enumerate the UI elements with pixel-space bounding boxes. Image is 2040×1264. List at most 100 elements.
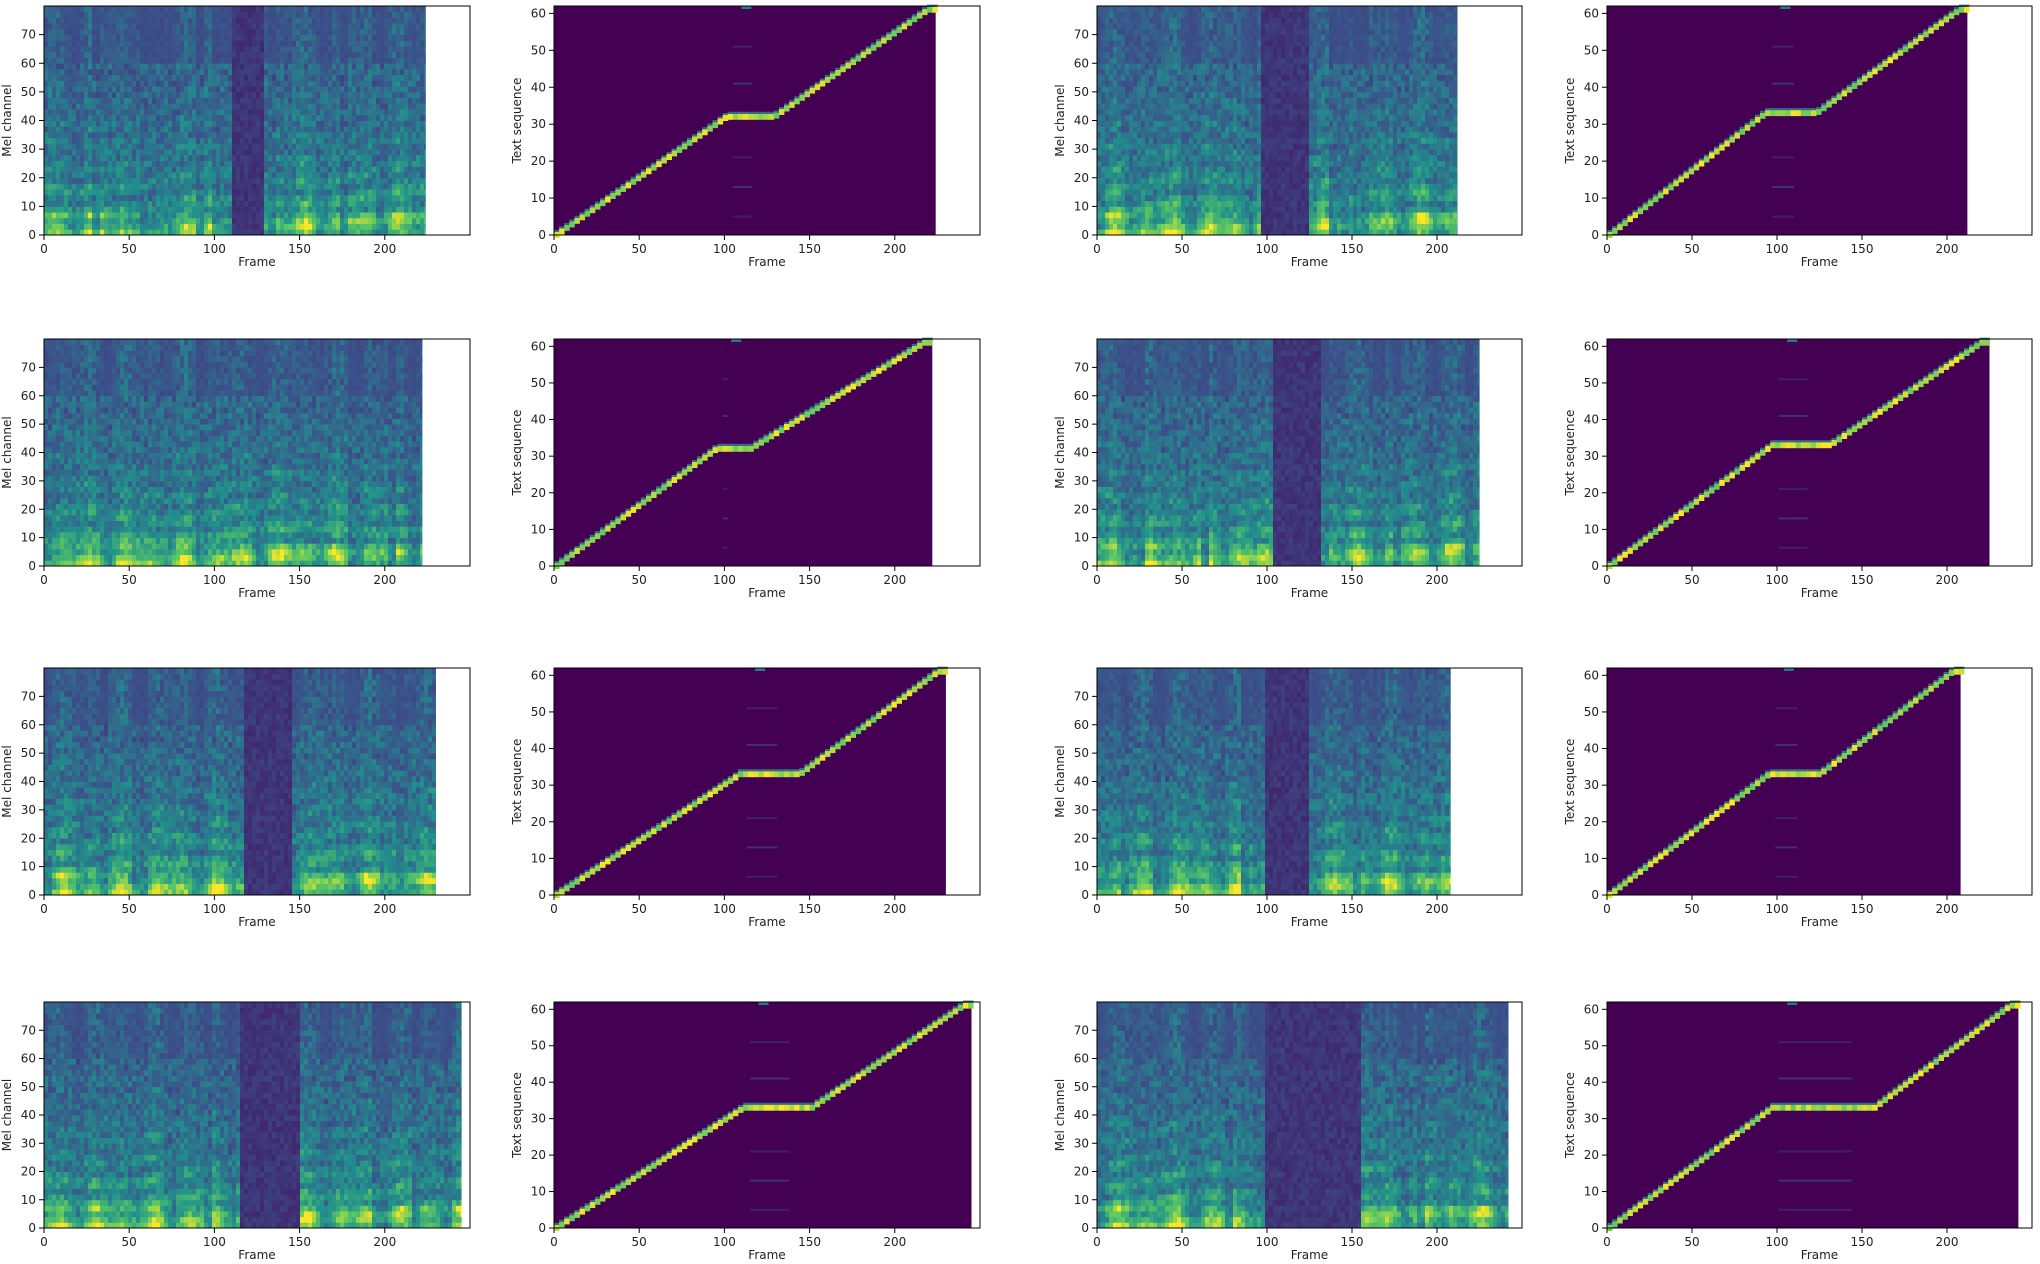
y-tick-label: 10 [531,191,546,205]
x-tick-label: 150 [1341,242,1364,256]
y-tick-label: 60 [1584,6,1599,20]
x-tick-label: 50 [1684,902,1699,916]
x-tick-label: 200 [1936,242,1959,256]
alignment-image [1607,5,1970,238]
x-tick-label: 150 [1341,902,1364,916]
y-tick-label: 60 [531,668,546,682]
x-tick-label: 150 [288,1235,311,1249]
spectrogram-image [44,6,426,235]
y-tick-label: 30 [1074,1136,1089,1150]
y-tick-label: 40 [1584,80,1599,94]
spectrogram-image [1097,6,1458,235]
y-tick-label: 10 [531,1185,546,1199]
y-tick-label: 60 [1074,56,1089,70]
x-axis-label: Frame [1801,586,1838,600]
x-tick-label: 0 [1603,902,1611,916]
y-axis-label: Text sequence [1563,739,1577,826]
y-tick-label: 0 [1591,1221,1599,1235]
x-tick-label: 0 [550,242,558,256]
x-axis-label: Frame [1291,1248,1328,1262]
x-tick-label: 0 [1603,573,1611,587]
y-tick-label: 50 [1584,1039,1599,1053]
y-axis-label: Text sequence [510,1072,524,1159]
y-tick-label: 40 [531,742,546,756]
y-tick-label: 0 [1081,228,1089,242]
x-tick-label: 100 [713,902,736,916]
y-tick-label: 50 [1584,376,1599,390]
y-tick-label: 20 [1074,171,1089,185]
x-tick-label: 0 [1093,1235,1101,1249]
x-tick-label: 100 [1766,242,1789,256]
y-tick-label: 30 [21,474,36,488]
y-tick-label: 20 [531,154,546,168]
y-tick-label: 20 [21,831,36,845]
y-axis-label: Text sequence [510,410,524,497]
x-axis-label: Frame [748,586,785,600]
x-tick-label: 200 [1426,573,1449,587]
y-tick-label: 10 [21,860,36,874]
x-tick-label: 200 [373,573,396,587]
y-axis-label: Text sequence [1563,410,1577,497]
x-tick-label: 200 [1936,1235,1959,1249]
y-tick-label: 20 [1584,486,1599,500]
y-tick-label: 30 [1584,778,1599,792]
x-axis-label: Frame [238,915,275,929]
x-tick-label: 0 [40,573,48,587]
x-tick-label: 50 [1174,1235,1189,1249]
x-axis-label: Frame [1291,586,1328,600]
y-tick-label: 30 [531,117,546,131]
x-tick-label: 100 [1766,902,1789,916]
y-tick-label: 10 [1584,522,1599,536]
x-tick-label: 50 [122,1235,137,1249]
y-tick-label: 0 [1591,888,1599,902]
y-tick-label: 50 [1074,746,1089,760]
x-tick-label: 150 [288,242,311,256]
alignment-image [554,5,938,238]
x-tick-label: 100 [1766,1235,1789,1249]
x-tick-label: 100 [1256,573,1279,587]
x-tick-label: 50 [122,573,137,587]
x-tick-label: 0 [40,242,48,256]
y-axis-label: Text sequence [1563,78,1577,165]
y-tick-label: 0 [28,1221,36,1235]
y-tick-label: 70 [1074,28,1089,42]
x-tick-label: 200 [373,902,396,916]
spectrogram-image [44,668,436,895]
y-tick-label: 50 [1584,43,1599,57]
x-axis-label: Frame [1291,915,1328,929]
y-tick-label: 50 [531,1039,546,1053]
y-axis-label: Mel channel [0,745,14,817]
x-tick-label: 50 [1174,902,1189,916]
x-tick-label: 50 [632,1235,647,1249]
y-tick-label: 60 [531,339,546,353]
x-tick-label: 0 [550,902,558,916]
y-tick-label: 10 [531,522,546,536]
x-tick-label: 50 [122,242,137,256]
x-tick-label: 150 [798,902,821,916]
y-tick-label: 20 [1584,815,1599,829]
y-tick-label: 60 [531,1002,546,1016]
x-tick-label: 0 [1093,242,1101,256]
alignment-image [554,338,933,569]
y-tick-label: 0 [28,888,36,902]
y-tick-label: 10 [21,1193,36,1207]
x-axis-label: Frame [748,1248,785,1262]
x-tick-label: 100 [203,1235,226,1249]
x-axis-label: Frame [748,915,785,929]
y-tick-label: 40 [531,413,546,427]
y-tick-label: 40 [1584,742,1599,756]
y-tick-label: 30 [1074,803,1089,817]
x-tick-label: 200 [373,1235,396,1249]
x-tick-label: 100 [203,902,226,916]
x-axis-label: Frame [1291,255,1328,269]
y-tick-label: 40 [1584,1075,1599,1089]
y-tick-label: 30 [1074,142,1089,156]
y-tick-label: 40 [21,446,36,460]
y-tick-label: 30 [21,803,36,817]
y-tick-label: 10 [1584,191,1599,205]
x-tick-label: 50 [632,902,647,916]
y-tick-label: 50 [531,43,546,57]
